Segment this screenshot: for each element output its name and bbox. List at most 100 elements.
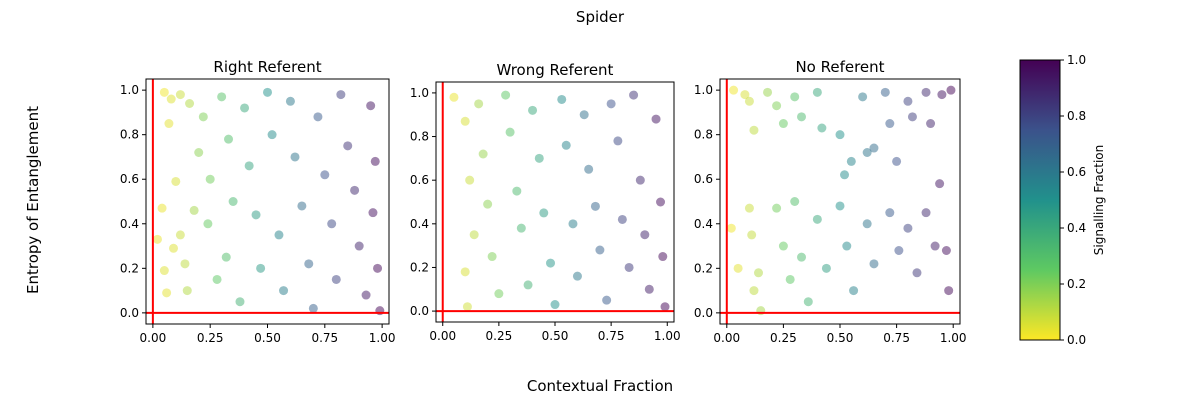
x-tick-label: 0.25 bbox=[486, 329, 513, 343]
x-tick-label: 0.75 bbox=[883, 331, 910, 345]
scatter-point bbox=[862, 148, 872, 157]
y-tick-label: 0.6 bbox=[120, 172, 139, 186]
scatter-point bbox=[274, 230, 284, 240]
scatter-point bbox=[944, 286, 954, 296]
scatter-point bbox=[157, 203, 167, 213]
scatter-point bbox=[602, 295, 612, 305]
plot-frame bbox=[435, 81, 675, 323]
scatter-point bbox=[465, 175, 475, 185]
scatter-point bbox=[561, 140, 571, 150]
scatter-point bbox=[935, 179, 945, 189]
scatter-point bbox=[373, 263, 383, 273]
x-tick-label: 0.00 bbox=[713, 331, 740, 345]
scatter-point bbox=[635, 175, 645, 185]
scatter-point bbox=[285, 96, 295, 106]
scatter-point bbox=[772, 203, 782, 213]
scatter-point bbox=[613, 136, 623, 146]
scatter-point bbox=[790, 197, 800, 206]
scatter-point bbox=[194, 148, 204, 157]
scatter-point bbox=[166, 94, 176, 104]
scatter-points bbox=[449, 90, 670, 312]
y-tick-label: 0.8 bbox=[694, 128, 713, 142]
scatter-point bbox=[812, 87, 822, 97]
plot-frame bbox=[145, 78, 390, 325]
scatter-point bbox=[304, 259, 314, 269]
scatter-point bbox=[763, 87, 773, 97]
scatter-point bbox=[203, 219, 213, 229]
scatter-point bbox=[267, 130, 277, 140]
y-tick-label: 0.6 bbox=[694, 172, 713, 186]
scatter-point bbox=[240, 103, 250, 113]
scatter-point bbox=[749, 286, 759, 296]
scatter-point bbox=[171, 176, 181, 186]
scatter-point bbox=[568, 219, 578, 229]
scatter-point bbox=[462, 302, 472, 312]
colorbar-tick-label: 0.4 bbox=[1067, 221, 1086, 235]
scatter-point bbox=[624, 262, 634, 272]
scatter-point bbox=[460, 116, 470, 126]
scatter-point bbox=[869, 259, 879, 269]
scatter-point bbox=[483, 199, 493, 209]
x-tick-label: 1.00 bbox=[940, 331, 967, 345]
scatter-point bbox=[516, 223, 526, 233]
y-tick-label: 1.0 bbox=[120, 83, 139, 97]
y-tick-label: 1.0 bbox=[410, 86, 429, 100]
y-tick-label: 0.4 bbox=[410, 217, 429, 231]
scatter-point bbox=[821, 263, 831, 273]
scatter-point bbox=[651, 114, 661, 124]
scatter-point bbox=[803, 297, 813, 307]
scatter-point bbox=[308, 303, 318, 313]
scatter-point bbox=[505, 127, 515, 137]
scatter-point bbox=[740, 90, 750, 100]
scatter-point bbox=[835, 130, 845, 140]
scatter-point bbox=[606, 99, 616, 109]
scatter-point bbox=[590, 201, 600, 211]
x-tick-label: 0.75 bbox=[598, 329, 625, 343]
scatter-point bbox=[539, 208, 549, 218]
y-tick-label: 0.2 bbox=[120, 261, 139, 275]
scatter-point bbox=[629, 90, 639, 100]
y-tick-label: 0.0 bbox=[694, 306, 713, 320]
scatter-point bbox=[343, 141, 353, 151]
scatter-point bbox=[169, 243, 179, 253]
scatter-points bbox=[726, 85, 956, 316]
scatter-point bbox=[217, 92, 227, 102]
scatter-point bbox=[162, 288, 172, 298]
scatter-point bbox=[185, 99, 195, 108]
scatter-point bbox=[849, 286, 859, 296]
x-tick-label: 1.00 bbox=[369, 331, 396, 345]
scatter-point bbox=[797, 112, 807, 122]
scatter-point bbox=[658, 252, 668, 262]
x-tick-label: 1.00 bbox=[654, 329, 681, 343]
scatter-point bbox=[644, 284, 654, 294]
scatter-point bbox=[753, 268, 763, 278]
scatter-point bbox=[501, 90, 511, 100]
scatter-point bbox=[290, 152, 300, 162]
panel-1: Wrong Referent 0.00 0.25 0.50 0.75 1.00 0.0 0.2… bbox=[410, 61, 681, 343]
scatter-point bbox=[880, 87, 890, 97]
scatter-point bbox=[729, 85, 739, 95]
y-tick-label: 0.2 bbox=[694, 261, 713, 275]
scatter-point bbox=[858, 92, 868, 102]
scatter-point bbox=[189, 205, 199, 215]
x-tick-label: 0.25 bbox=[770, 331, 797, 345]
scatter-point bbox=[557, 94, 567, 104]
scatter-point bbox=[279, 286, 289, 296]
y-tick-label: 1.0 bbox=[694, 83, 713, 97]
x-tick-label: 0.50 bbox=[827, 331, 854, 345]
scatter-point bbox=[331, 274, 341, 284]
scatter-points bbox=[152, 87, 385, 316]
scatter-point bbox=[235, 297, 245, 307]
scatter-point bbox=[256, 263, 266, 273]
scatter-point bbox=[198, 112, 208, 122]
scatter-point bbox=[361, 290, 371, 300]
y-tick-label: 0.2 bbox=[410, 260, 429, 274]
x-tick-label: 0.25 bbox=[197, 331, 224, 345]
scatter-point bbox=[550, 300, 560, 310]
scatter-point bbox=[336, 90, 346, 100]
scatter-point bbox=[912, 268, 922, 278]
colorbar-tick-label: 0.2 bbox=[1067, 277, 1086, 291]
scatter-point bbox=[221, 252, 231, 262]
colorbar-label: Signalling Fraction bbox=[1092, 145, 1106, 255]
